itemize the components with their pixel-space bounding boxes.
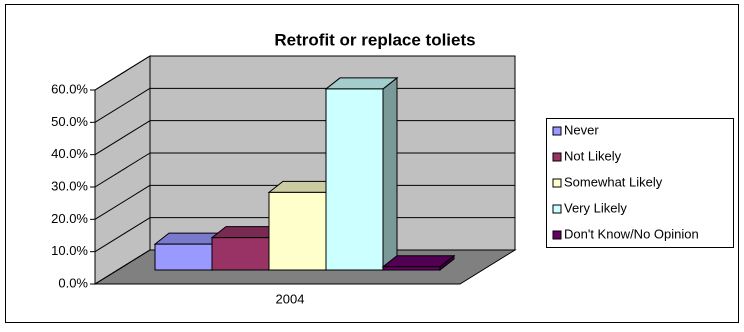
bar — [325, 88, 384, 271]
legend — [546, 118, 734, 248]
bar — [268, 191, 327, 271]
bar — [382, 266, 441, 271]
bar — [211, 237, 270, 271]
legend-swatch — [552, 230, 562, 240]
y-tick-label: 30.0% — [51, 178, 88, 193]
legend-label: Not Likely — [564, 148, 622, 163]
y-tick-label: 20.0% — [51, 211, 88, 226]
legend-label: Never — [564, 122, 599, 137]
bar — [154, 243, 213, 271]
y-tick-label: 40.0% — [51, 146, 88, 161]
legend-swatch — [552, 152, 562, 162]
grid-line — [94, 55, 151, 91]
y-tick-label: 10.0% — [51, 243, 88, 258]
legend-label: Very Likely — [564, 200, 627, 215]
grid-line — [94, 184, 151, 220]
legend-label: Somewhat Likely — [564, 174, 663, 189]
grid-line — [94, 87, 151, 123]
grid-line — [94, 120, 151, 156]
y-tick-label: 60.0% — [51, 81, 88, 96]
bar-side — [382, 76, 398, 272]
y-tick-label: 50.0% — [51, 114, 88, 129]
legend-swatch — [552, 204, 562, 214]
chart-title: Retrofit or replace toliets — [274, 30, 475, 49]
legend-label: Don't Know/No Opinion — [564, 226, 699, 241]
grid-line — [94, 217, 151, 253]
grid-line — [94, 249, 151, 285]
y-tick-label: 0.0% — [58, 275, 88, 290]
grid-line — [94, 152, 151, 188]
legend-swatch — [552, 178, 562, 188]
legend-swatch — [552, 126, 562, 136]
x-tick-label: 2004 — [276, 291, 305, 306]
